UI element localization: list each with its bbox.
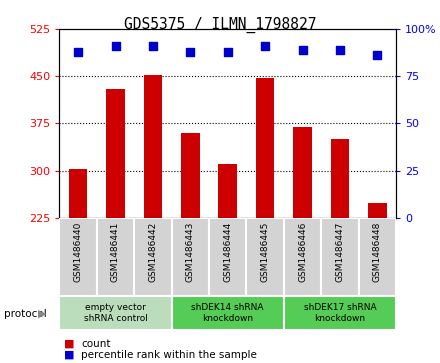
Text: GSM1486448: GSM1486448 (373, 222, 382, 282)
Point (112, 43, 119, 49)
Bar (284, 218, 321, 296)
Point (149, 43, 157, 49)
Bar (143, 75, 162, 218)
Bar (321, 218, 359, 296)
Text: ▶: ▶ (38, 309, 47, 319)
Text: count: count (81, 339, 111, 349)
Text: GDS5375 / ILMN_1798827: GDS5375 / ILMN_1798827 (124, 16, 316, 33)
Bar (106, 89, 125, 218)
Bar (172, 296, 284, 330)
Point (299, 47, 306, 53)
Text: empty vector
shRNA control: empty vector shRNA control (84, 303, 147, 323)
Text: GSM1486441: GSM1486441 (111, 222, 120, 282)
Bar (368, 203, 387, 218)
Bar (246, 218, 284, 296)
Bar (69, 170, 88, 218)
Bar (359, 218, 396, 296)
Bar (330, 139, 349, 218)
Point (337, 47, 344, 53)
Point (224, 49, 231, 54)
Text: ■: ■ (64, 339, 74, 349)
Text: GSM1486440: GSM1486440 (73, 222, 83, 282)
Point (261, 43, 268, 49)
Text: GSM1486444: GSM1486444 (223, 222, 232, 282)
Bar (59, 296, 172, 330)
Point (187, 49, 194, 54)
Text: GSM1486443: GSM1486443 (186, 222, 195, 282)
Bar (284, 296, 396, 330)
Text: shDEK17 shRNA
knockdown: shDEK17 shRNA knockdown (304, 303, 376, 323)
Bar (97, 218, 134, 296)
Bar (181, 133, 200, 218)
Text: percentile rank within the sample: percentile rank within the sample (81, 350, 257, 360)
Text: GSM1486447: GSM1486447 (335, 222, 345, 282)
Text: ■: ■ (64, 350, 74, 360)
Bar (218, 164, 237, 218)
Bar (134, 218, 172, 296)
Text: GSM1486445: GSM1486445 (260, 222, 270, 282)
Bar (209, 218, 246, 296)
Point (374, 53, 381, 58)
Text: shDEK14 shRNA
knockdown: shDEK14 shRNA knockdown (191, 303, 264, 323)
Text: GSM1486446: GSM1486446 (298, 222, 307, 282)
Bar (293, 127, 312, 218)
Bar (59, 218, 97, 296)
Text: protocol: protocol (4, 309, 47, 319)
Bar (172, 218, 209, 296)
Bar (256, 78, 275, 218)
Point (75, 49, 82, 54)
Text: GSM1486442: GSM1486442 (148, 222, 158, 282)
